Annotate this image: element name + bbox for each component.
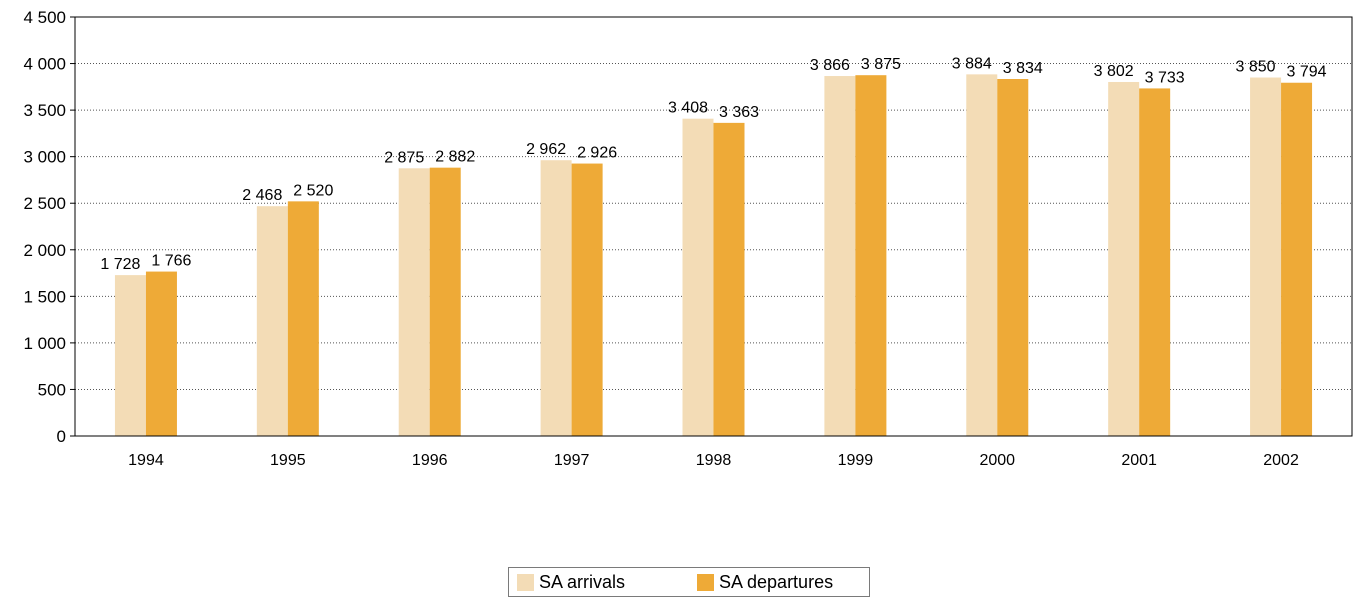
y-tick-label: 4 000 [23,55,66,74]
data-label: 1 766 [151,253,191,270]
legend-item-arrivals: SA arrivals [517,572,689,593]
bar-departures [855,75,887,436]
plot-frame [74,16,1353,437]
bar-departures [429,167,461,436]
data-label: 2 468 [242,187,282,204]
data-label: 3 884 [952,55,992,72]
y-tick-label: 500 [38,380,66,399]
data-label: 3 408 [668,100,708,117]
x-tick-label: 1995 [270,452,306,469]
legend-swatch-departures [697,573,714,591]
data-labels: 1 728 1 766 2 468 2 520 2 875 2 882 2 962 2 926… [100,55,1326,273]
y-tick-label: 1 000 [23,334,66,353]
data-label: 3 733 [1145,69,1185,86]
data-label: 3 363 [719,104,759,121]
data-label: 2 962 [526,141,566,158]
y-tick-label: 0 [57,427,66,446]
x-tick-label: 1998 [696,452,732,469]
bar-arrivals [540,160,572,436]
y-tick-label: 2 500 [23,194,66,213]
bar-arrivals [398,168,430,437]
data-label: 3 866 [810,57,850,74]
data-label: 3 834 [1003,60,1043,77]
legend-label-arrivals: SA arrivals [539,571,626,592]
bar-departures [145,271,177,436]
x-tick-label: 2000 [979,452,1015,469]
bar-arrivals [824,76,856,437]
bar-arrivals [256,206,288,436]
y-tick-label: 2 000 [23,241,66,260]
bar-departures [713,122,745,436]
data-label: 2 520 [293,182,333,199]
x-tick-label: 1999 [838,452,874,469]
y-tick-label: 4 500 [23,8,66,27]
bars [114,74,1313,437]
bar-arrivals [1250,77,1282,437]
legend: SA arrivals SA departures [508,567,870,597]
y-tick-label: 3 500 [23,101,66,120]
bar-chart: 1 728 1 766 2 468 2 520 2 875 2 882 2 962 2 926… [23,8,1353,469]
bar-departures [571,163,603,436]
y-tick-label: 1 500 [23,287,66,306]
bar-arrivals [966,74,998,436]
bar-departures [1281,82,1313,436]
x-tick-label: 1994 [128,452,164,469]
data-label: 3 794 [1287,64,1327,81]
data-label: 3 850 [1236,59,1276,76]
bar-departures [997,79,1029,437]
legend-label-departures: SA departures [719,571,834,592]
axes: 0 500 1 000 1 500 2 000 2 500 3 000 3 500 4 000 4… [23,8,1353,469]
x-tick-label: 1997 [554,452,590,469]
bar-arrivals [682,118,714,436]
x-tick-label: 1996 [412,452,448,469]
data-label: 3 802 [1094,63,1134,80]
legend-swatch-arrivals [517,573,534,591]
x-tick-label: 2001 [1121,452,1157,469]
data-label: 2 875 [384,149,424,166]
data-label: 2 882 [435,149,475,166]
data-label: 1 728 [100,256,140,273]
data-label: 3 875 [861,56,901,73]
x-tick-label: 2002 [1263,452,1299,469]
bar-arrivals [1108,81,1140,437]
bar-departures [1139,88,1171,436]
data-label: 2 926 [577,145,617,162]
legend-item-departures: SA departures [697,572,869,593]
bar-arrivals [114,275,146,436]
y-tick-label: 3 000 [23,148,66,167]
bar-departures [287,201,319,436]
